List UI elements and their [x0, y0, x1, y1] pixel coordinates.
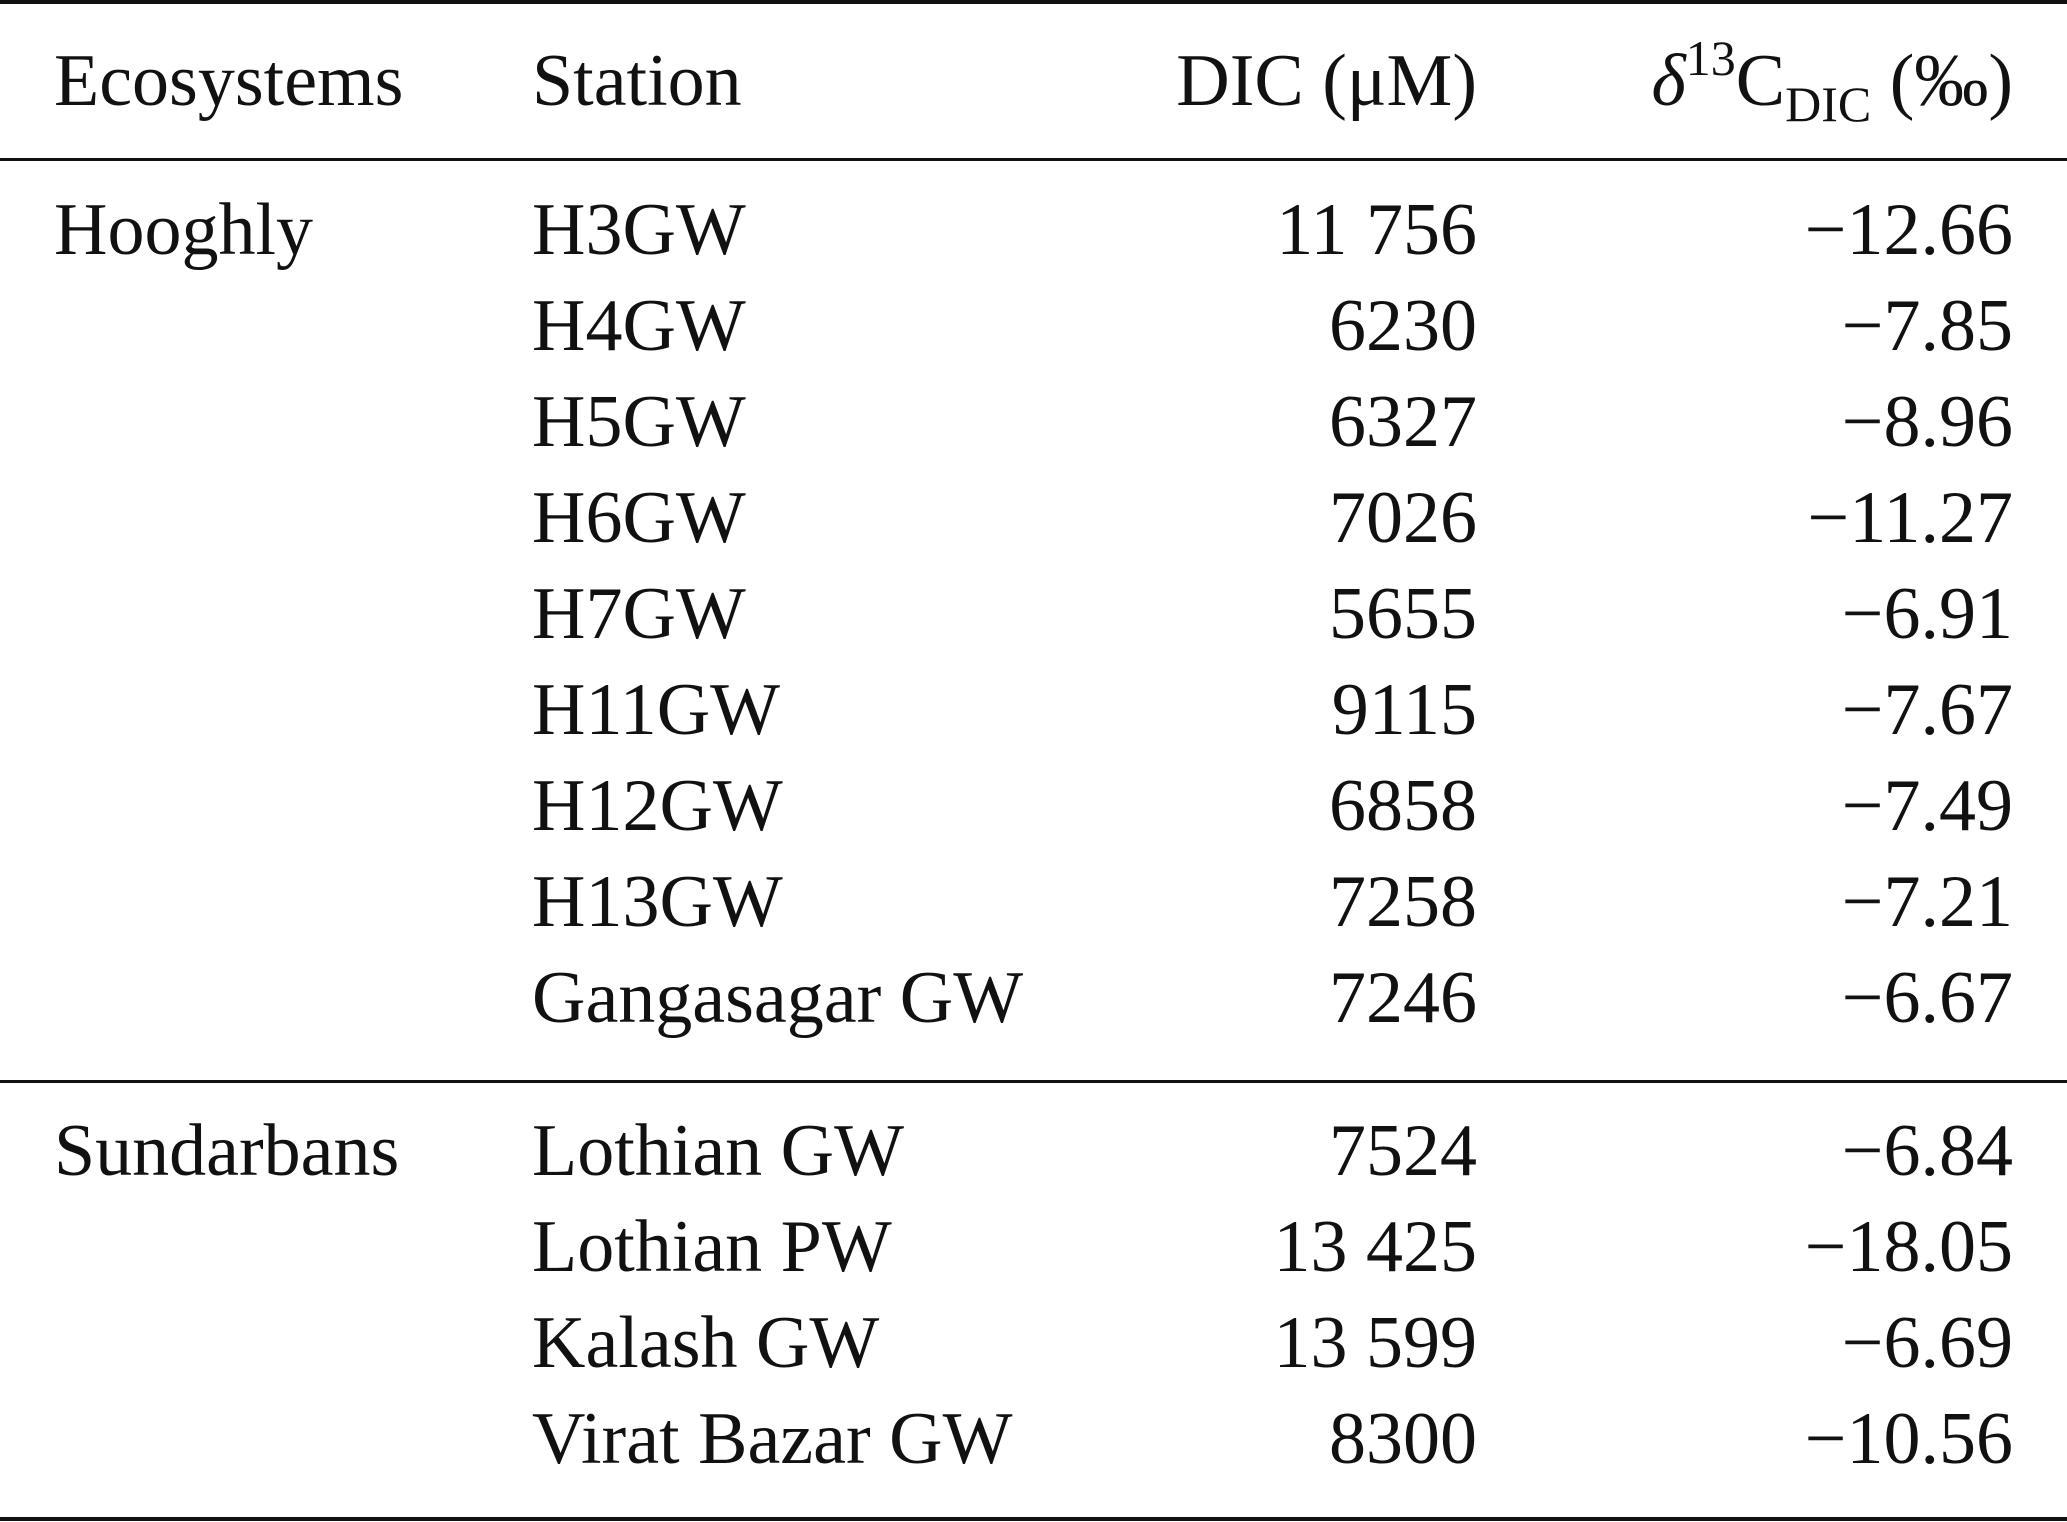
delta-cell: −6.69: [1841, 1302, 2013, 1384]
delta-cell: −6.84: [1841, 1110, 2013, 1192]
header-station: Station: [532, 40, 742, 122]
header-rule: [0, 158, 2067, 161]
header-delta-symbol: δ: [1651, 40, 1686, 122]
delta-cell: −18.05: [1804, 1206, 2013, 1288]
station-cell: H5GW: [532, 381, 746, 463]
top-rule: [0, 0, 2067, 4]
header-delta-13c-dic: δ13CDIC (‰): [1651, 33, 2013, 129]
station-cell: H4GW: [532, 285, 746, 367]
station-cell: H3GW: [532, 189, 746, 271]
delta-cell: −7.49: [1841, 765, 2013, 847]
dic-cell: 5655: [1329, 573, 1477, 655]
station-cell: Lothian PW: [532, 1206, 892, 1288]
header-delta-subscript: DIC: [1785, 76, 1872, 132]
dic-cell: 6858: [1329, 765, 1477, 847]
header-delta-c: C: [1735, 40, 1786, 122]
dic-cell: 7246: [1329, 957, 1477, 1039]
dic-cell: 8300: [1329, 1398, 1477, 1480]
header-delta-superscript: 13: [1685, 30, 1736, 86]
dic-cell: 11 756: [1276, 189, 1477, 271]
station-cell: Virat Bazar GW: [532, 1398, 1013, 1480]
header-dic: DIC (μM): [1176, 40, 1477, 122]
header-delta-unit: (‰): [1871, 40, 2013, 122]
dic-cell: 13 425: [1273, 1206, 1478, 1288]
delta-cell: −6.91: [1841, 573, 2013, 655]
station-cell: H12GW: [532, 765, 783, 847]
delta-cell: −7.67: [1841, 669, 2013, 751]
delta-cell: −8.96: [1841, 381, 2013, 463]
station-cell: H7GW: [532, 573, 746, 655]
station-cell: Kalash GW: [532, 1302, 880, 1384]
dic-cell: 7258: [1329, 861, 1477, 943]
dic-cell: 6230: [1329, 285, 1477, 367]
delta-cell: −11.27: [1807, 477, 2014, 559]
delta-cell: −7.85: [1841, 285, 2013, 367]
station-cell: H13GW: [532, 861, 783, 943]
delta-cell: −10.56: [1804, 1398, 2013, 1480]
header-ecosystems: Ecosystems: [54, 40, 404, 122]
dic-cell: 7524: [1329, 1110, 1477, 1192]
dic-cell: 6327: [1329, 381, 1477, 463]
ecosystem-label: Hooghly: [54, 189, 313, 271]
delta-cell: −12.66: [1804, 189, 2013, 271]
station-cell: Gangasagar GW: [532, 957, 1024, 1039]
dic-cell: 13 599: [1273, 1302, 1478, 1384]
station-cell: H11GW: [532, 669, 780, 751]
station-cell: H6GW: [532, 477, 746, 559]
delta-cell: −7.21: [1841, 861, 2013, 943]
bottom-rule: [0, 1517, 2067, 1521]
group-divider-rule: [0, 1080, 2067, 1083]
delta-cell: −6.67: [1841, 957, 2013, 1039]
station-cell: Lothian GW: [532, 1110, 904, 1192]
dic-cell: 9115: [1331, 669, 1477, 751]
ecosystem-label: Sundarbans: [54, 1110, 400, 1192]
dic-cell: 7026: [1329, 477, 1477, 559]
